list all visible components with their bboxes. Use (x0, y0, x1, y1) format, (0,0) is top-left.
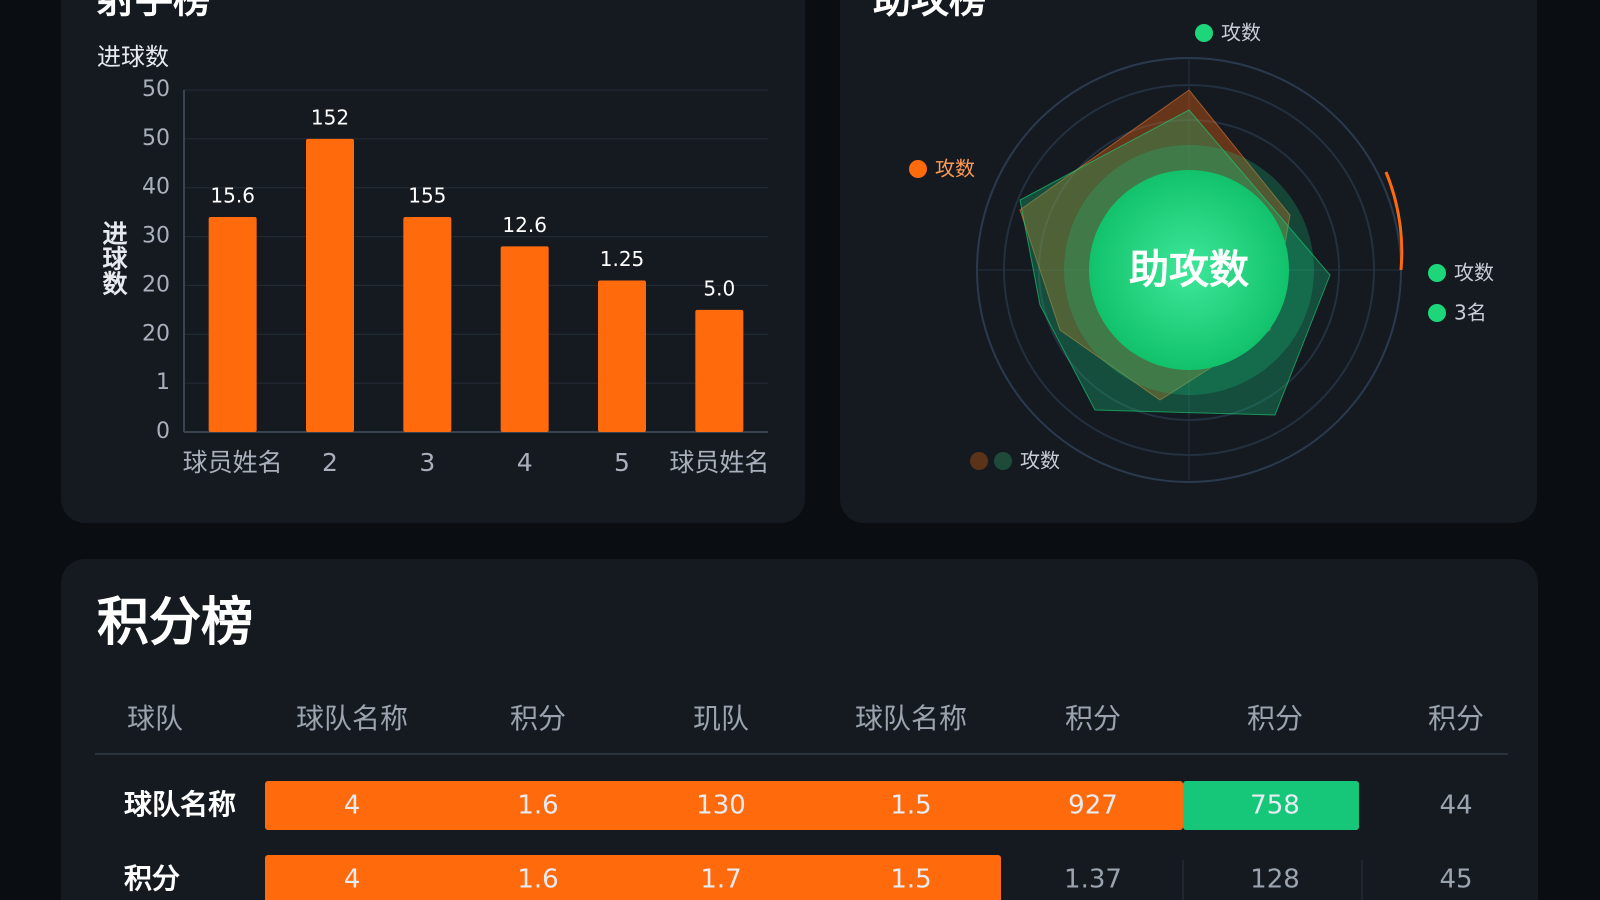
table-cell: 4 (344, 865, 361, 895)
x-tick-label: 球员姓名 (669, 448, 769, 477)
x-tick-label: 3 (419, 448, 435, 477)
bar (500, 246, 549, 432)
y-tick-label: 20 (142, 321, 170, 346)
table-cell: 4 (344, 791, 361, 821)
table-cell: 1.6 (517, 865, 558, 895)
y-axis-title: 进球数 (99, 221, 128, 297)
value-label: 15.6 (210, 184, 255, 208)
x-tick-label: 4 (517, 448, 533, 477)
panel-title: 射手榜 (97, 0, 211, 22)
table-cell: 45 (1439, 865, 1472, 895)
bar (208, 217, 257, 432)
value-label: 5.0 (703, 276, 735, 300)
value-label: 1.25 (600, 247, 645, 271)
table-cell: 128 (1250, 865, 1300, 895)
value-label: 152 (311, 105, 349, 129)
y-tick-label: 50 (142, 77, 170, 102)
value-label: 12.6 (502, 213, 547, 237)
radar-arc (1384, 171, 1404, 271)
panel-title: 助攻榜 (873, 0, 987, 22)
legend-dot (909, 160, 927, 178)
table-cell: 130 (696, 791, 746, 821)
table-header: 积分 (1065, 702, 1121, 735)
row-highlight (1183, 781, 1359, 830)
legend-label: 攻数 (1454, 261, 1494, 285)
bar (695, 309, 744, 432)
x-tick-label: 球员姓名 (183, 448, 283, 477)
legend-label: 攻数 (1020, 449, 1060, 473)
table-cell: 1.5 (890, 865, 931, 895)
x-tick-label: 2 (322, 448, 338, 477)
legend-dot (970, 452, 988, 470)
table-cell: 44 (1439, 791, 1472, 821)
bar (403, 217, 452, 432)
y-tick-label: 1 (156, 370, 170, 395)
table-cell: 927 (1068, 791, 1118, 821)
row-highlight (265, 781, 1183, 830)
standings-panel (61, 559, 1538, 900)
y-tick-label: 30 (142, 224, 170, 249)
table-header: 球队名称 (296, 702, 408, 735)
table-cell: 758 (1250, 791, 1300, 821)
row-label: 球队名称 (124, 788, 236, 821)
legend: 攻数 攻数 攻数 3名 攻数 (909, 21, 1494, 473)
radar: 助攻数 (976, 57, 1404, 483)
legend-label: 攻数 (1221, 21, 1261, 45)
y-tick-label: 50 (142, 126, 170, 151)
x-tick-label: 5 (614, 448, 630, 477)
table-header: 积分 (1247, 702, 1303, 735)
table-header: 玑队 (693, 702, 749, 735)
legend-dot (994, 452, 1012, 470)
legend-label: 攻数 (935, 157, 975, 181)
bar (598, 280, 646, 432)
table-cell: 1.5 (890, 791, 931, 821)
legend-dot (1428, 304, 1446, 322)
value-label: 155 (408, 184, 446, 208)
legend-dot (1195, 24, 1213, 42)
legend-label: 3名 (1454, 301, 1487, 325)
table-header: 球队名称 (855, 702, 967, 735)
table-cell: 1.7 (700, 865, 741, 895)
bar (306, 138, 354, 432)
radar-center (1089, 170, 1289, 370)
center-label: 助攻数 (1129, 247, 1249, 293)
y-axis-label: 进球数 (97, 43, 169, 71)
table-cell: 1.6 (517, 791, 558, 821)
y-tick-label: 0 (156, 419, 170, 444)
y-tick-label: 20 (142, 272, 170, 297)
table-header: 积分 (1428, 702, 1484, 735)
row-label: 积分 (124, 862, 180, 895)
table-cell: 1.37 (1064, 865, 1122, 895)
row-highlight (265, 855, 1001, 900)
legend-dot (1428, 264, 1446, 282)
y-tick-label: 40 (142, 175, 170, 200)
table-header: 球队 (127, 702, 183, 735)
table-header: 积分 (510, 702, 566, 735)
panel-title: 积分榜 (97, 593, 253, 653)
